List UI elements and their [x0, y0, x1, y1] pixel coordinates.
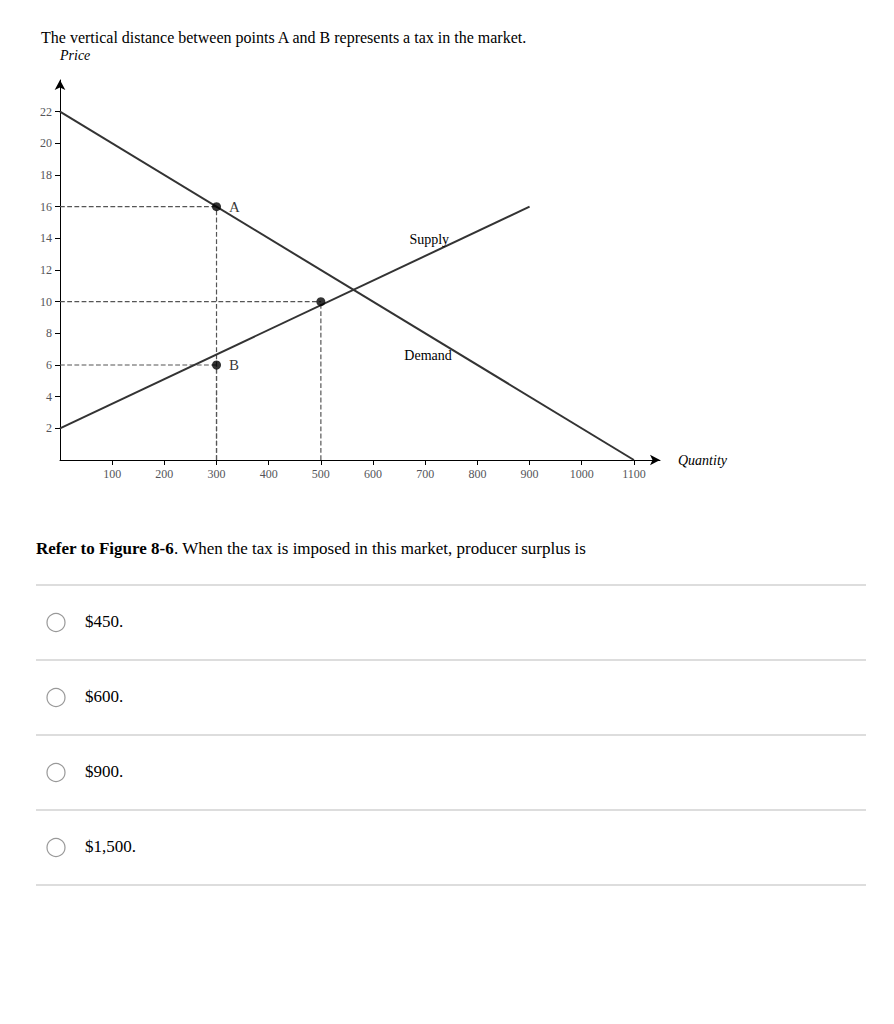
svg-text:Refer to Figure 8-6: Refer to Figure 8-6 — [36, 539, 174, 558]
svg-text:6: 6 — [46, 358, 52, 372]
svg-text:The vertical distance between: The vertical distance between points A a… — [41, 29, 526, 47]
svg-text:22: 22 — [40, 105, 52, 119]
svg-text:16: 16 — [40, 200, 52, 214]
svg-text:. When the tax is imposed in t: . When the tax is imposed in this market… — [174, 539, 586, 558]
svg-text:300: 300 — [208, 467, 226, 481]
svg-text:1000: 1000 — [570, 467, 594, 481]
svg-text:900: 900 — [521, 467, 539, 481]
svg-text:8: 8 — [46, 326, 52, 340]
svg-text:12: 12 — [40, 263, 52, 277]
svg-text:100: 100 — [103, 467, 121, 481]
svg-text:A: A — [229, 199, 240, 215]
svg-text:Quantity: Quantity — [678, 453, 728, 468]
svg-text:$1,500.: $1,500. — [85, 837, 136, 856]
svg-text:18: 18 — [40, 168, 52, 182]
svg-text:200: 200 — [155, 467, 173, 481]
svg-text:700: 700 — [416, 467, 434, 481]
svg-text:600: 600 — [364, 467, 382, 481]
svg-text:$600.: $600. — [85, 687, 123, 706]
svg-text:$450.: $450. — [85, 612, 123, 631]
svg-text:Price: Price — [59, 48, 90, 63]
svg-text:800: 800 — [468, 467, 486, 481]
svg-text:Demand: Demand — [404, 348, 451, 363]
svg-text:400: 400 — [260, 467, 278, 481]
svg-text:20: 20 — [40, 136, 52, 150]
svg-text:$900.: $900. — [85, 762, 123, 781]
svg-text:Supply: Supply — [409, 232, 449, 247]
svg-text:1100: 1100 — [622, 467, 646, 481]
svg-text:14: 14 — [40, 231, 52, 245]
svg-text:500: 500 — [312, 467, 330, 481]
svg-text:2: 2 — [46, 421, 52, 435]
svg-text:10: 10 — [40, 295, 52, 309]
svg-text:B: B — [229, 357, 239, 373]
svg-text:4: 4 — [46, 390, 52, 404]
